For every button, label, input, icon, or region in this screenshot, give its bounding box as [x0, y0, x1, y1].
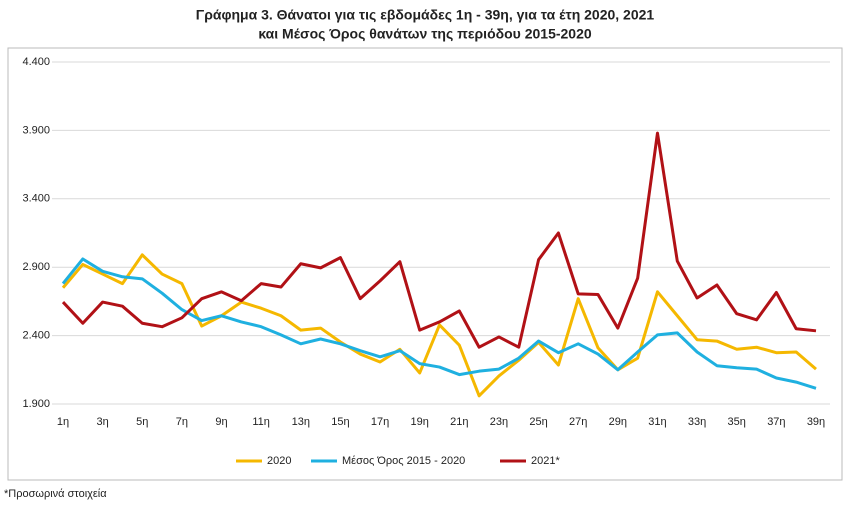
footnote: *Προσωρινά στοιχεία [4, 488, 107, 500]
x-tick-label: 19η [411, 416, 429, 428]
x-tick-label: 1η [57, 416, 69, 428]
x-tick-label: 5η [136, 416, 148, 428]
x-tick-label: 17η [371, 416, 389, 428]
x-tick-label: 27η [569, 416, 587, 428]
y-tick-label: 1.900 [22, 398, 50, 410]
x-tick-label: 35η [728, 416, 746, 428]
y-tick-label: 2.400 [22, 330, 50, 342]
legend-label: 2021* [531, 455, 560, 467]
legend-label: Μέσος Όρος 2015 - 2020 [342, 455, 465, 467]
x-tick-label: 29η [609, 416, 627, 428]
x-tick-label: 13η [292, 416, 310, 428]
y-tick-label: 3.900 [22, 124, 50, 136]
x-tick-label: 9η [215, 416, 227, 428]
legend-label: 2020 [267, 455, 291, 467]
x-tick-label: 21η [450, 416, 468, 428]
x-tick-label: 3η [97, 416, 109, 428]
y-tick-label: 3.400 [22, 193, 50, 205]
chart-title: και Μέσος Όρος θανάτων της περιόδου 2015… [258, 26, 592, 42]
chart-title: Γράφημα 3. Θάνατοι για τις εβδομάδες 1η … [196, 7, 655, 23]
data-line [61, 131, 817, 349]
data-line [61, 253, 817, 398]
x-tick-label: 15η [331, 416, 349, 428]
x-tick-label: 33η [688, 416, 706, 428]
x-tick-label: 11η [252, 416, 270, 428]
x-tick-label: 31η [648, 416, 666, 428]
x-tick-label: 25η [529, 416, 547, 428]
x-tick-label: 39η [807, 416, 825, 428]
x-tick-label: 23η [490, 416, 508, 428]
chart-frame [7, 47, 843, 481]
y-tick-label: 2.900 [22, 261, 50, 273]
x-tick-label: 37η [767, 416, 785, 428]
x-tick-label: 7η [176, 416, 188, 428]
y-tick-label: 4.400 [22, 56, 50, 68]
